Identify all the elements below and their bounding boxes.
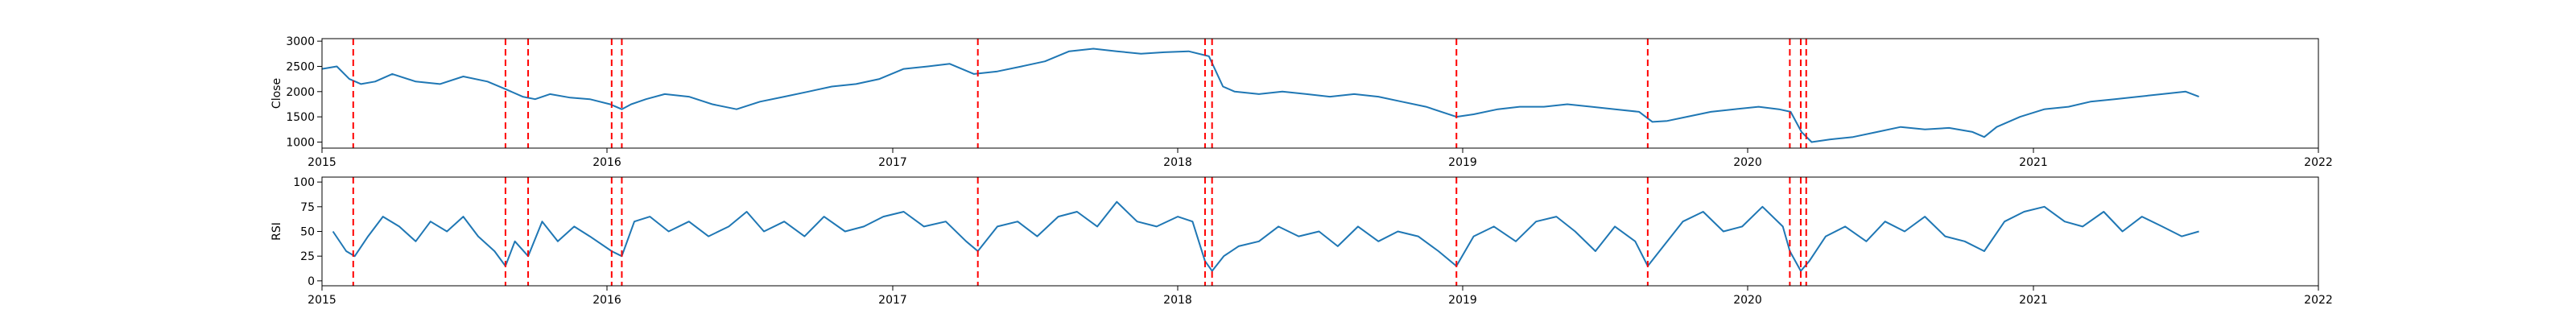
y-tick-label-3: 2500 [286, 60, 315, 73]
x-tick-label-1: 2016 [592, 156, 621, 169]
x-tick-label-3: 2018 [1163, 156, 1192, 169]
y-tick-label-0: 0 [308, 275, 315, 288]
x-tick-label-5: 2020 [1733, 156, 1762, 169]
close-price-panel: 2015 2016 2017 2018 2019 2020 2021 2022 1000 1500… [270, 35, 2333, 169]
y-tick-label-1: 25 [300, 250, 315, 263]
y-tick-label-4: 3000 [286, 35, 315, 48]
x-tick-label-7: 2022 [2304, 294, 2333, 307]
x-tick-label-0: 2015 [308, 294, 336, 307]
x-tick-label-4: 2019 [1448, 294, 1477, 307]
y-tick-label-4: 100 [293, 176, 315, 189]
x-tick-label-7: 2022 [2304, 156, 2333, 169]
x-tick-label-5: 2020 [1733, 294, 1762, 307]
y-tick-label-3: 75 [300, 201, 315, 214]
y-axis-label: Close [270, 78, 283, 109]
y-tick-label-2: 50 [300, 226, 315, 239]
y-axis-label: RSI [270, 222, 283, 241]
x-tick-label-6: 2021 [2019, 294, 2048, 307]
x-tick-label-2: 2017 [878, 294, 907, 307]
axes-frame [321, 38, 2319, 149]
x-tick-label-2: 2017 [878, 156, 907, 169]
x-tick-label-0: 2015 [308, 156, 336, 169]
y-tick-label-1: 1500 [286, 111, 315, 124]
y-tick-label-2: 2000 [286, 86, 315, 99]
rsi-panel: 2015 2016 2017 2018 2019 2020 2021 2022 0 25 50 75 1… [270, 176, 2333, 307]
series-line-0 [321, 47, 2199, 143]
y-tick-label-0: 1000 [286, 136, 315, 149]
x-tick-label-4: 2019 [1448, 156, 1477, 169]
series-line-0 [332, 200, 2199, 272]
x-tick-label-3: 2018 [1163, 294, 1192, 307]
x-tick-label-6: 2021 [2019, 156, 2048, 169]
x-tick-label-1: 2016 [592, 294, 621, 307]
